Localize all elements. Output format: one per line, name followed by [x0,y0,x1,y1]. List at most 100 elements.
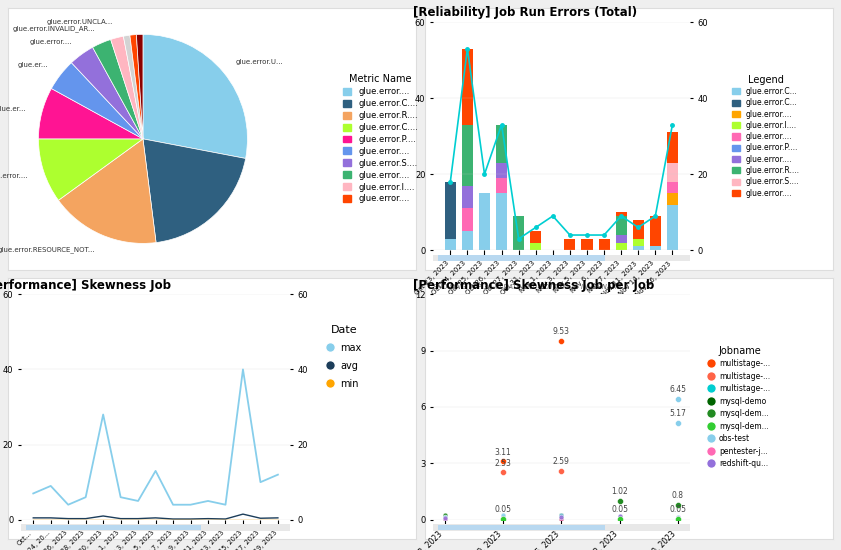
Bar [616,216,627,235]
Bar [479,193,490,250]
Text: 3.11: 3.11 [495,448,511,456]
Point [438,515,452,524]
Point [613,496,627,505]
Bar [445,182,456,239]
Point [671,513,685,522]
Point [555,515,569,524]
Bar [632,220,644,239]
Point [438,514,452,523]
Bar [650,216,661,246]
Point [671,514,685,523]
Bar [496,178,507,193]
Text: glue.error.INVALID_AR...: glue.error.INVALID_AR... [13,25,95,32]
Text: 2.59: 2.59 [553,458,570,466]
Text: glue.error....: glue.error.... [0,173,29,179]
Point [613,514,627,522]
Wedge shape [111,36,143,139]
Bar [496,193,507,250]
Point [555,515,569,524]
Point [555,511,569,520]
Bar [462,125,473,185]
Wedge shape [93,40,143,139]
Point [555,336,569,345]
Bar [462,185,473,208]
Point [671,514,685,522]
Point [671,513,685,522]
Wedge shape [130,35,143,139]
Point [671,514,685,523]
Point [496,514,510,523]
Point [496,513,510,522]
Text: 6.45: 6.45 [669,385,686,394]
Text: glue.er...: glue.er... [18,62,48,68]
Text: glue.error.U...: glue.error.U... [235,59,283,65]
Point [438,513,452,521]
Text: glue.error.RESOURCE_NOT...: glue.error.RESOURCE_NOT... [0,246,95,252]
Text: glue.error....: glue.error.... [29,39,72,45]
Point [671,513,685,522]
Point [496,457,510,466]
Bar [438,525,605,530]
Point [671,514,685,522]
Bar [496,163,507,178]
Wedge shape [39,139,143,200]
Bar [667,163,678,182]
Text: 0.05: 0.05 [611,505,628,514]
Point [671,514,685,522]
Bar [667,133,678,163]
Bar [445,239,456,250]
Point [438,511,452,520]
Wedge shape [71,47,143,139]
Bar [616,235,627,243]
Bar [530,231,542,243]
Point [613,513,627,522]
Point [671,394,685,403]
Legend: glue.error...., glue.error.C...., glue.error.R...., glue.error.C...., glue.error: glue.error...., glue.error.C...., glue.e… [343,74,418,204]
Point [613,514,627,523]
Bar [496,125,507,163]
Point [496,511,510,520]
Text: 9.53: 9.53 [553,327,570,336]
Point [438,514,452,523]
Text: SHOWING TOP 30 IN DATE AND BOTTOM 25 IN JOBNAME: SHOWING TOP 30 IN DATE AND BOTTOM 25 IN … [433,284,621,290]
Bar [599,239,610,250]
Bar [462,208,473,231]
Point [613,514,627,522]
Wedge shape [124,35,143,139]
Point [555,513,569,521]
Point [438,513,452,522]
Bar [616,212,627,216]
Bar [650,246,661,250]
Bar [462,48,473,125]
Point [613,513,627,522]
Point [555,514,569,522]
Point [671,500,685,509]
Bar [667,205,678,250]
Bar [632,239,644,246]
Point [671,512,685,521]
Bar [581,239,593,250]
Text: 0.8: 0.8 [672,491,684,500]
Point [496,514,510,522]
Point [496,514,510,522]
Point [496,514,510,523]
Bar [26,525,201,530]
Point [671,418,685,427]
Bar [616,243,627,250]
Point [496,514,510,522]
Wedge shape [143,139,246,243]
Legend: glue.error.C..., glue.error.C..., glue.error...., glue.error.I...., glue.error..: glue.error.C..., glue.error.C..., glue.e… [732,75,800,197]
Bar [513,216,524,250]
Wedge shape [39,89,143,139]
Bar [667,182,678,193]
Bar [530,243,542,250]
Text: [Performance] Skewness Job: [Performance] Skewness Job [0,279,171,292]
Point [496,514,510,523]
Point [438,512,452,521]
Point [496,468,510,477]
Bar [564,239,575,250]
Text: 0.05: 0.05 [669,505,686,514]
Point [671,514,685,523]
Point [496,513,510,522]
Point [613,513,627,522]
